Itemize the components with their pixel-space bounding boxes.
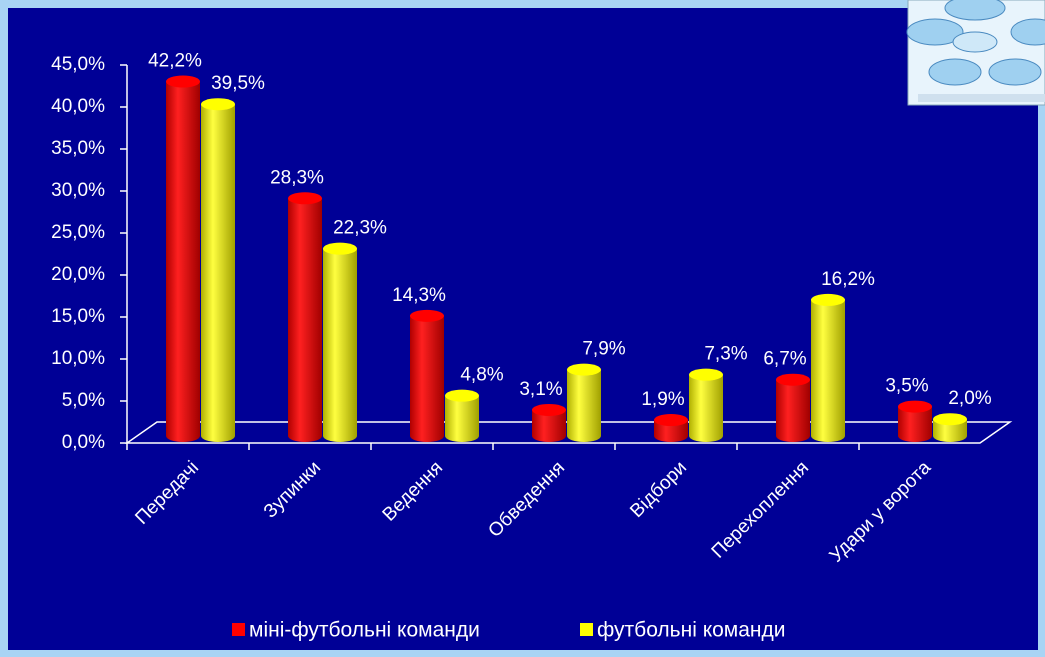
legend-swatch (232, 623, 245, 636)
cylinder (898, 400, 932, 442)
legend-label: міні-футбольні команди (249, 619, 480, 642)
y-tick-label: 15,0% (51, 306, 105, 327)
y-tick-label: 40,0% (51, 96, 105, 117)
cylinder-top (166, 75, 200, 88)
cylinder-body (323, 248, 357, 442)
cylinder (933, 413, 967, 442)
cylinder-body (776, 379, 810, 442)
cylinder-top (323, 242, 357, 255)
value-label: 3,5% (885, 376, 928, 397)
cylinder-body (166, 81, 200, 443)
cylinder-body (567, 369, 601, 442)
cylinder-body (811, 299, 845, 442)
cylinder (410, 309, 444, 442)
cylinder (323, 242, 357, 442)
cylinder (166, 75, 200, 443)
cylinder-body (689, 374, 723, 442)
cylinder-top (567, 363, 601, 376)
cylinder-top (445, 389, 479, 402)
cylinder-body (410, 315, 444, 442)
value-label: 6,7% (763, 349, 806, 370)
legend-label: футбольні команди (597, 619, 786, 642)
cylinder (201, 98, 235, 442)
cylinder-body (445, 395, 479, 442)
cylinder (567, 363, 601, 442)
y-tick-label: 25,0% (51, 222, 105, 243)
floor (124, 421, 1013, 444)
y-tick-label: 5,0% (62, 390, 105, 411)
cylinder-top (201, 98, 235, 111)
value-label: 7,3% (704, 344, 747, 365)
cylinder-top (898, 400, 932, 413)
value-label: 1,9% (641, 389, 684, 410)
cylinder (654, 414, 688, 442)
cylinder-body (654, 420, 688, 442)
y-tick-label: 20,0% (51, 264, 105, 285)
y-tick-label: 45,0% (51, 54, 105, 75)
cylinder-body (201, 104, 235, 442)
cylinder-body (532, 409, 566, 442)
y-tick-label: 35,0% (51, 138, 105, 159)
value-label: 28,3% (270, 167, 324, 188)
value-label: 7,9% (582, 339, 625, 360)
value-label: 42,2% (148, 51, 202, 72)
value-label: 14,3% (392, 285, 446, 306)
cylinder-top (689, 368, 723, 381)
cylinder (532, 403, 566, 442)
cylinder-top (410, 309, 444, 322)
cylinder-body (898, 406, 932, 442)
cylinder (776, 373, 810, 442)
value-label: 3,1% (519, 379, 562, 400)
value-label: 22,3% (333, 218, 387, 239)
y-tick-label: 30,0% (51, 180, 105, 201)
cylinder (445, 389, 479, 442)
cylinder-top (532, 403, 566, 416)
cylinder-top (933, 413, 967, 426)
cylinder-body (288, 198, 322, 442)
y-tick-label: 0,0% (62, 432, 105, 453)
panel (8, 8, 1038, 650)
thumbnail (906, 0, 1045, 106)
value-label: 16,2% (821, 269, 875, 290)
cylinder-top (811, 293, 845, 306)
cylinder (288, 192, 322, 442)
value-label: 39,5% (211, 73, 265, 94)
cylinder-top (776, 373, 810, 386)
cylinder (689, 368, 723, 442)
y-tick-label: 10,0% (51, 348, 105, 369)
cylinder-top (288, 192, 322, 205)
value-label: 4,8% (460, 365, 503, 386)
legend-swatch (580, 623, 593, 636)
cylinder-top (654, 414, 688, 427)
value-label: 2,0% (948, 388, 991, 409)
cylinder-body (933, 419, 967, 442)
cylinder (811, 293, 845, 442)
